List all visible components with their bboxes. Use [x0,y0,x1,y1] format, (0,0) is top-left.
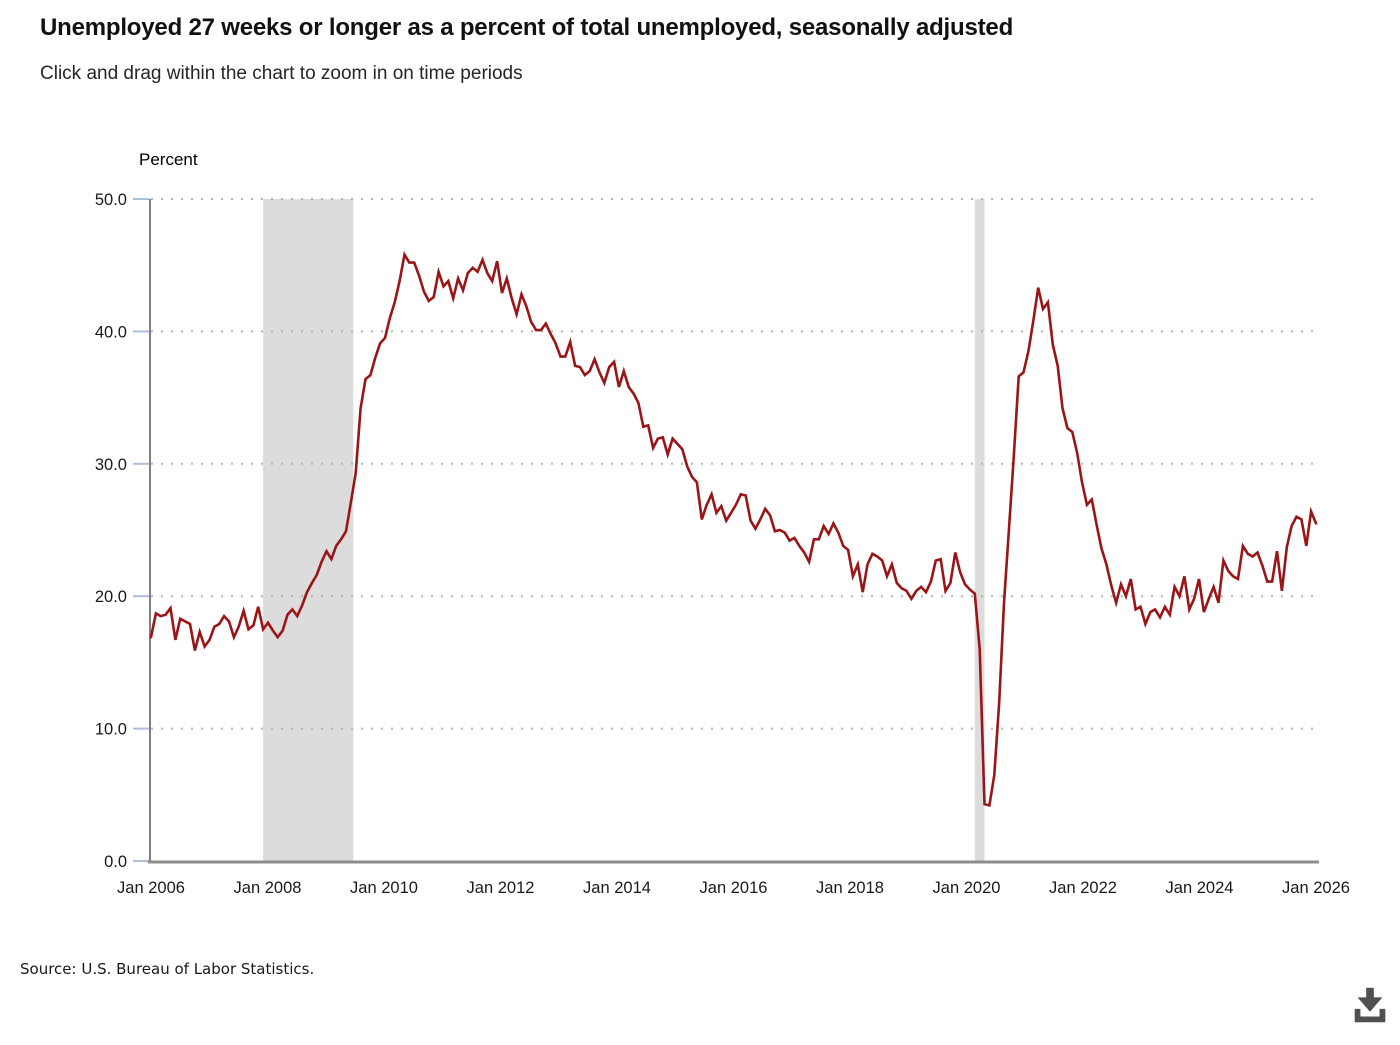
x-tick-label: Jan 2006 [117,879,185,897]
y-tick-label: 20.0 [95,588,127,606]
y-tick-label: 50.0 [95,191,127,209]
download-button[interactable] [1342,977,1398,1033]
y-tick-label: 0.0 [104,853,127,871]
x-tick-label: Jan 2014 [583,879,651,897]
page-title: Unemployed 27 weeks or longer as a perce… [40,14,1014,41]
recession-band [974,199,985,862]
y-axis-unit-label: Percent [139,150,198,169]
y-tick-label: 10.0 [95,721,127,739]
x-tick-label: Jan 2012 [467,879,535,897]
x-tick-label: Jan 2020 [933,879,1001,897]
recession-band [263,199,354,862]
download-icon [1354,987,1386,1023]
y-tick-label: 30.0 [95,456,127,474]
chart-interaction-hint: Click and drag within the chart to zoom … [40,63,523,84]
x-tick-label: Jan 2016 [700,879,768,897]
x-tick-label: Jan 2018 [816,879,884,897]
source-text: Source: U.S. Bureau of Labor Statistics. [20,960,315,978]
x-tick-label: Jan 2026 [1282,879,1350,897]
x-tick-label: Jan 2024 [1166,879,1234,897]
series-line [149,250,1318,808]
x-tick-label: Jan 2022 [1049,879,1117,897]
x-tick-label: Jan 2010 [350,879,418,897]
chart-plot-area[interactable] [151,199,1316,861]
x-tick-label: Jan 2008 [234,879,302,897]
y-tick-label: 40.0 [95,323,127,341]
